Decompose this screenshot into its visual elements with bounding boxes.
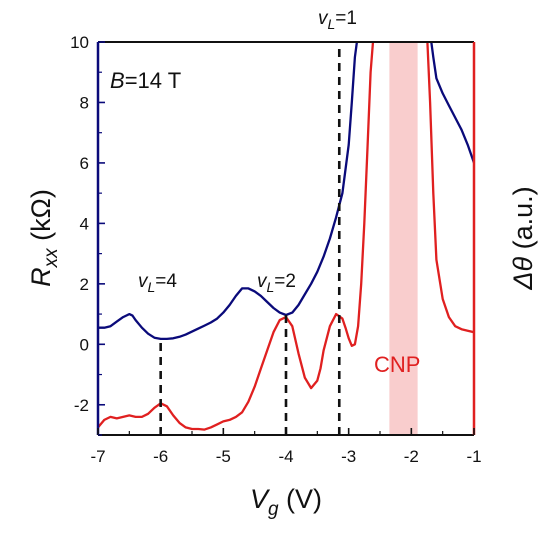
landau-level-markers [159,42,341,435]
y-tick-label: 10 [70,33,89,52]
x-tick-label: -4 [278,447,293,466]
x-tick-label: -3 [341,447,356,466]
y-axis-left-ticks: -2 0 2 4 6 8 10 [70,33,105,436]
x-tick-label: -2 [404,447,419,466]
x-tick-label: -6 [153,447,168,466]
filling-factor-2-label: vL=2 [257,271,296,295]
y-axis-left-title: Rxx (kΩ) [26,189,62,287]
x-tick-label: -5 [216,447,231,466]
y-tick-label: 2 [80,275,89,294]
resistance-rxx-curve [98,42,474,341]
x-tick-label: -7 [90,447,105,466]
y-tick-label: -2 [74,396,89,415]
x-tick-label: -1 [466,447,481,466]
y-tick-label: 4 [80,214,89,233]
y-tick-label: 8 [80,93,89,112]
y-tick-label: 0 [80,335,89,354]
cnp-label: CNP [374,352,420,377]
filling-factor-1-label: vL=1 [318,8,357,32]
x-axis-ticks: -7 -6 -5 -4 -3 -2 -1 [90,428,482,466]
cnp-shaded-band [389,42,418,435]
y-axis-right-title: Δθ (a.u.) [508,186,538,290]
filling-factor-4-label: vL=4 [138,271,177,295]
x-axis-title: Vg (V) [250,484,322,520]
field-annotation: B=14 T [110,68,181,93]
y-tick-label: 6 [80,154,89,173]
